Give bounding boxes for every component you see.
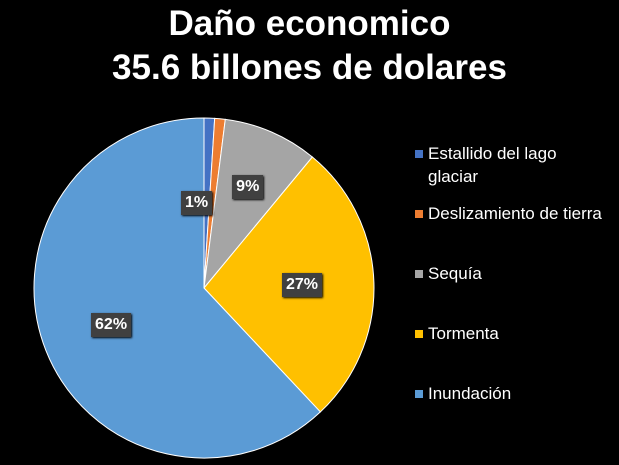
legend-swatch-tormenta — [415, 330, 423, 338]
legend-label-deslizamiento-de-tierra: Deslizamiento de tierra — [428, 202, 605, 225]
legend-item-deslizamiento-de-tierra: Deslizamiento de tierra — [415, 202, 605, 225]
legend-label-sequia: Sequía — [428, 262, 605, 285]
data-label-sequia: 9% — [232, 175, 263, 199]
legend-item-sequia: Sequía — [415, 262, 605, 285]
legend-label-estallido-del-lago-glaciar: Estallido del lago glaciar — [428, 142, 605, 188]
data-label-estallido-del-lago-glaciar: 1% — [181, 191, 212, 215]
data-label-inundacion: 62% — [91, 313, 131, 337]
legend-item-tormenta: Tormenta — [415, 322, 605, 345]
legend-swatch-sequia — [415, 270, 423, 278]
legend-swatch-estallido-del-lago-glaciar — [415, 150, 423, 158]
legend: Estallido del lago glaciar Deslizamiento … — [405, 134, 605, 439]
legend-item-inundacion: Inundación — [415, 382, 605, 405]
data-label-tormenta: 27% — [282, 273, 322, 297]
legend-label-tormenta: Tormenta — [428, 322, 605, 345]
legend-swatch-deslizamiento-de-tierra — [415, 210, 423, 218]
legend-label-inundacion: Inundación — [428, 382, 605, 405]
legend-item-estallido-del-lago-glaciar: Estallido del lago glaciar — [415, 142, 605, 188]
legend-swatch-inundacion — [415, 390, 423, 398]
